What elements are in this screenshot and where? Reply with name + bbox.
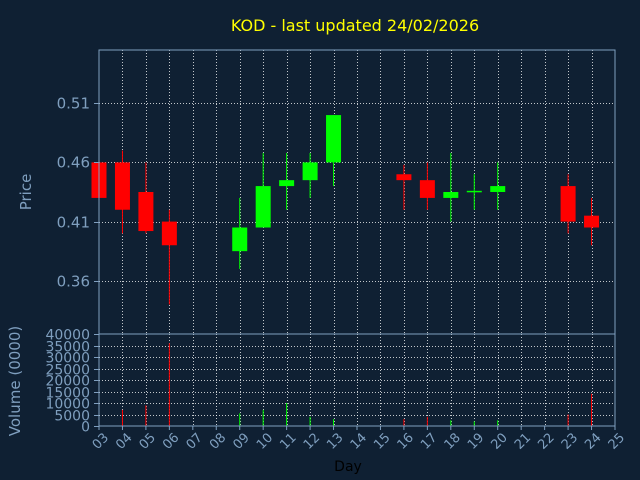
price-grid — [99, 50, 615, 334]
candle-up — [302, 162, 318, 181]
day-tick-label: 14 — [348, 430, 370, 452]
candle-down — [419, 180, 435, 198]
volume-tick-label: 40000 — [45, 328, 90, 344]
candle-up — [279, 180, 295, 187]
volume-tick-label: 30000 — [45, 351, 90, 367]
candle-down — [584, 215, 600, 228]
day-tick-label: 09 — [230, 430, 252, 452]
day-tick-label: 04 — [113, 430, 135, 452]
candle-down — [161, 221, 177, 246]
day-tick-label: 15 — [371, 430, 393, 452]
price-tick-label: 0.46 — [57, 154, 90, 172]
volume-grid — [99, 334, 615, 426]
volume-tick-label: 0 — [81, 420, 90, 436]
volume-tick-label: 35000 — [45, 340, 90, 356]
day-tick-label: 21 — [512, 430, 534, 452]
day-tick-label: 10 — [254, 430, 276, 452]
candle-up — [326, 115, 342, 163]
price-tick-label: 0.41 — [57, 214, 90, 232]
candle-up — [466, 190, 482, 193]
day-tick-label: 17 — [418, 430, 440, 452]
candle-down — [560, 186, 576, 222]
day-tick-label: 24 — [582, 430, 604, 452]
day-axis-label: Day — [334, 459, 362, 475]
price-tick-label: 0.51 — [57, 95, 90, 113]
volume-tick-label: 25000 — [45, 363, 90, 379]
day-tick-label: 11 — [277, 430, 299, 452]
price-tick-label: 0.36 — [57, 273, 90, 291]
volume-tick-label: 15000 — [45, 386, 90, 402]
price-axis-ticks: 0.51 0.46 0.41 0.36 — [57, 95, 99, 291]
candle-down — [396, 174, 412, 181]
candles — [91, 115, 600, 305]
candle-up — [490, 186, 506, 192]
candle-down — [138, 192, 154, 232]
day-tick-label: 20 — [488, 430, 510, 452]
day-tick-label: 05 — [137, 430, 159, 452]
day-tick-label: 03 — [90, 430, 112, 452]
volume-tick-label: 5000 — [54, 409, 90, 425]
volume-tick-label: 20000 — [45, 374, 90, 390]
day-tick-label: 18 — [442, 430, 464, 452]
volume-bars — [98, 343, 593, 426]
candle-up — [232, 227, 248, 252]
day-tick-label: 22 — [535, 430, 557, 452]
day-tick-label: 08 — [207, 430, 229, 452]
day-tick-label: 23 — [559, 430, 581, 452]
candle-up — [443, 192, 459, 198]
price-axis-label: Price — [17, 174, 35, 211]
day-tick-label: 12 — [301, 430, 323, 452]
volume-axis-label: Volume (0000) — [6, 326, 24, 436]
volume-tick-label: 10000 — [45, 397, 90, 413]
day-axis-ticks: 03 04 05 06 07 08 09 10 11 12 13 14 15 16 17 18 19 20 21 22… — [90, 426, 628, 453]
chart-title: KOD - last updated 24/02/2026 — [231, 16, 479, 35]
day-tick-label: 25 — [606, 430, 628, 452]
day-tick-label: 06 — [160, 430, 182, 452]
day-tick-label: 19 — [465, 430, 487, 452]
candle-up — [255, 186, 271, 228]
day-tick-label: 16 — [395, 430, 417, 452]
day-tick-label: 07 — [184, 430, 206, 452]
day-tick-label: 13 — [324, 430, 346, 452]
candle-down — [114, 162, 130, 210]
